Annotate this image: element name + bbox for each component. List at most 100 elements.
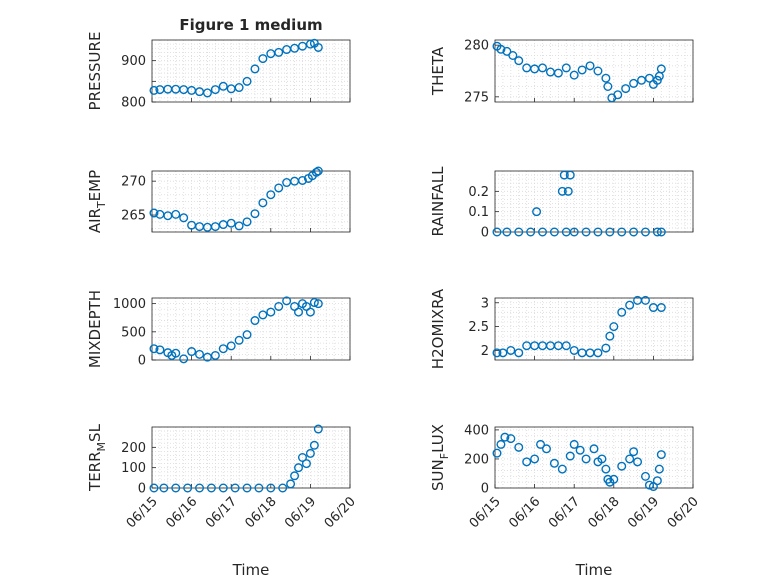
data-point [206,483,216,493]
data-point [569,439,579,449]
data-point [538,63,548,73]
axes-box [494,297,694,361]
data-point [565,170,575,180]
data-point [601,73,611,83]
data-point [656,64,666,74]
data-point [644,480,654,490]
data-point [498,348,508,358]
data-point [589,444,599,454]
y-tick-label: 0 [481,226,489,241]
data-point [514,56,524,66]
data-point [305,39,315,49]
data-point [557,186,567,196]
data-point [506,345,516,355]
data-point [617,461,627,471]
data-point [234,335,244,345]
data-point [559,170,569,180]
data-point [313,299,323,309]
data-point [581,227,591,237]
data-point [629,227,639,237]
y-tick-label: 800 [121,96,146,111]
data-point [226,341,236,351]
data-point [500,432,510,442]
data-point [625,454,635,464]
y-tick-label: 270 [121,175,146,190]
data-point [294,307,304,317]
plot-area [152,298,350,360]
y-tick-label: 200 [464,452,489,467]
data-point [492,448,502,458]
data-point [230,483,240,493]
x-axis-label-left: Time [232,561,270,579]
data-point [506,434,516,444]
data-point [202,88,212,98]
data-point [254,483,264,493]
subplot-mixdepth: 0 500 1000 MIXDEPTH [86,290,351,369]
data-point [266,307,276,317]
data-point [313,42,323,52]
x-axis-label-right: Time [575,561,613,579]
data-point [541,444,551,454]
data-point [561,341,571,351]
data-point [274,47,284,57]
data-point [652,227,662,237]
data-point [171,209,181,219]
y-tick-label: 100 [121,461,146,476]
y-axis-label-tail: SL [86,423,104,442]
data-point [210,85,220,95]
data-point [549,458,559,468]
data-point [492,348,502,358]
subplot-rainfall: 0 0.1 0.2 RAINFALL [429,166,694,241]
data-point [311,167,321,177]
y-tick-label: 275 [464,90,489,105]
data-point [640,295,650,305]
y-axis-label-subscript: F [438,453,451,459]
data-point [278,483,288,493]
data-point [294,463,304,473]
y-axis-label-main: RAINFALL [429,166,447,237]
data-point [210,222,220,232]
data-point [593,227,603,237]
data-point [609,474,619,484]
data-point [597,454,607,464]
data-point [656,303,666,313]
data-point [226,218,236,228]
data-point [297,175,307,185]
data-point [242,483,252,493]
axes-box [494,426,694,489]
plot-area [152,427,350,488]
y-tick-label: 200 [121,441,146,456]
data-point [171,483,181,493]
data-point [274,301,284,311]
y-axis-label-main: SUN [429,459,447,491]
y-axis-label-main: AIR [86,208,104,233]
data-point [297,41,307,51]
y-axis-label-main: THETA [429,46,447,96]
data-point [575,445,585,455]
data-point [617,227,627,237]
y-tick-label: 0 [138,482,146,497]
data-point [195,483,205,493]
data-point [305,448,315,458]
data-point [629,447,639,457]
data-point [561,63,571,73]
data-point [234,83,244,93]
data-point [514,442,524,452]
data-point [601,343,611,353]
data-point [183,483,193,493]
y-tick-label: 0 [138,354,146,369]
data-point [557,464,567,474]
data-point [242,217,252,227]
data-point [171,348,181,358]
data-point [640,227,650,237]
data-point [313,166,323,176]
data-point [155,345,165,355]
axes-box [151,170,351,233]
subplot-pressure: 800 900 PRESSURE [86,32,351,111]
data-point [234,221,244,231]
data-point [549,227,559,237]
y-tick-label: 2.5 [468,320,489,335]
y-tick-label: 0.2 [468,185,489,200]
plot-area [495,171,693,232]
data-point [297,453,307,463]
